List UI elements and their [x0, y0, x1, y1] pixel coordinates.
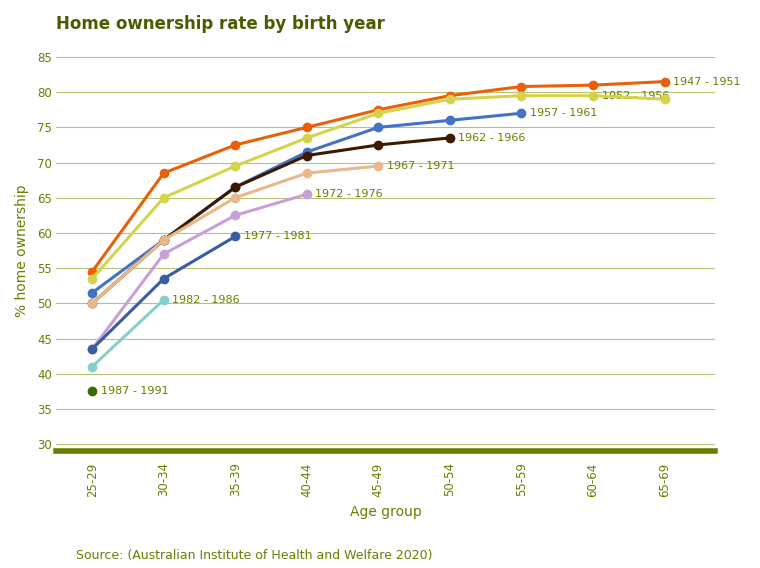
Text: 1967 - 1971: 1967 - 1971: [387, 161, 454, 171]
Text: 1982 - 1986: 1982 - 1986: [173, 295, 240, 305]
Text: 1947 - 1951: 1947 - 1951: [673, 77, 741, 86]
Text: 1977 - 1981: 1977 - 1981: [244, 231, 312, 241]
Text: 1987 - 1991: 1987 - 1991: [101, 386, 169, 396]
Y-axis label: % home ownership: % home ownership: [15, 184, 29, 317]
Text: Home ownership rate by birth year: Home ownership rate by birth year: [56, 15, 385, 33]
Text: Source: (Australian Institute of Health and Welfare 2020): Source: (Australian Institute of Health …: [76, 549, 432, 562]
Text: 1952 - 1956: 1952 - 1956: [602, 91, 669, 101]
Text: 1972 - 1976: 1972 - 1976: [315, 189, 383, 199]
Text: 1957 - 1961: 1957 - 1961: [530, 108, 597, 118]
X-axis label: Age group: Age group: [350, 505, 421, 519]
Text: 1962 - 1966: 1962 - 1966: [458, 133, 526, 143]
